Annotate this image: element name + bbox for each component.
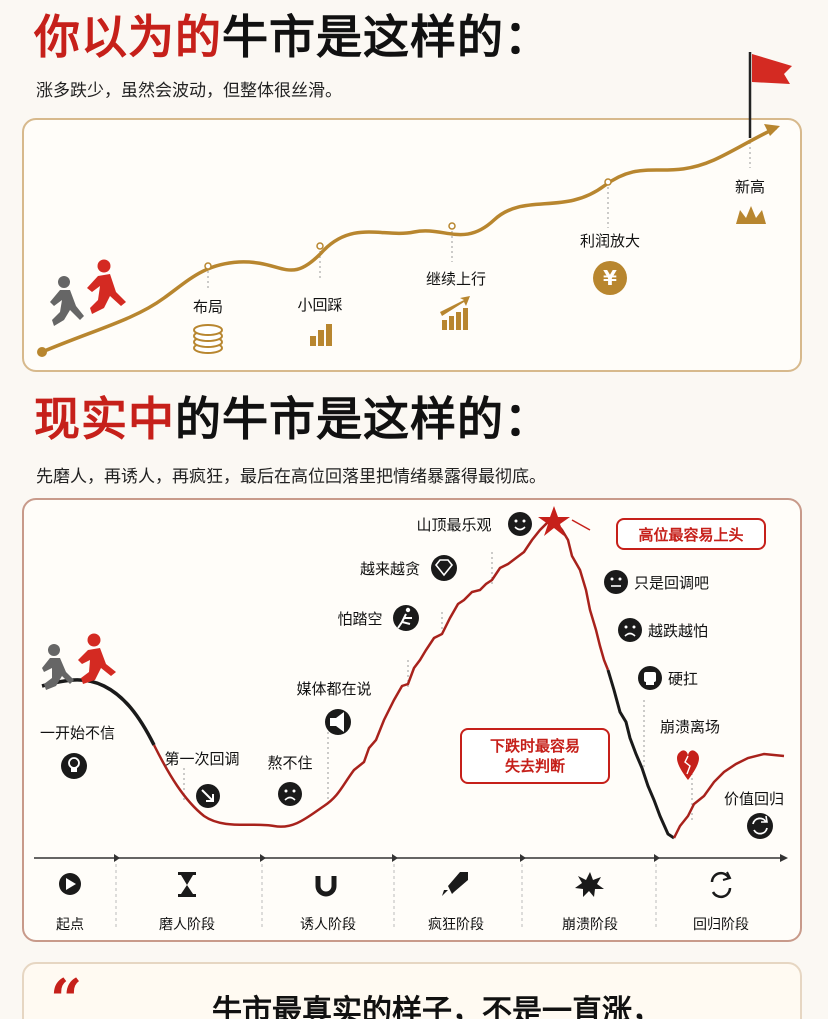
curve-start-segment xyxy=(41,678,156,746)
neutral-face-icon xyxy=(604,570,628,594)
callout-decline-line2: 失去判断 xyxy=(504,757,565,776)
quote-mark-icon: “ xyxy=(50,967,83,1019)
fist-icon xyxy=(638,666,662,690)
arrow-head-icon xyxy=(764,124,780,136)
svg-text:¥: ¥ xyxy=(603,266,617,290)
diamond-icon xyxy=(431,555,457,581)
label-first-pullback: 第一次回调 xyxy=(164,750,240,768)
rising-bars-icon xyxy=(440,296,470,330)
stage-start: 起点 xyxy=(56,917,84,933)
stage-collapse: 崩溃阶段 xyxy=(562,917,618,933)
label-hold-on: 硬扛 xyxy=(668,670,699,688)
section1-subtitle: 涨多跌少，虽然会波动，但整体很丝滑。 xyxy=(36,81,342,101)
label-fomo: 怕踏空 xyxy=(337,610,383,628)
ideal-curve-graphic: ¥ xyxy=(37,52,792,357)
label-value-return: 价值回归 xyxy=(723,790,785,808)
worried-face-icon xyxy=(618,618,642,642)
down-arrow-icon xyxy=(196,784,220,808)
label-just-pullback: 只是回调吧 xyxy=(634,574,710,592)
runner-red-icon xyxy=(87,259,126,314)
real-market-panel: 一开始不信 第一次回调 熬不住 媒体都在说 怕踏空 越来越贪 山顶最乐观 只是回… xyxy=(22,498,802,942)
crown-icon xyxy=(736,206,766,224)
peak-star-icon xyxy=(538,506,570,536)
play-icon xyxy=(59,873,81,895)
ideal-curve xyxy=(41,126,777,354)
section1-title-red: 你以为的 xyxy=(34,10,222,64)
magnet-icon xyxy=(315,876,337,897)
quote-text: 牛市最真实的样子，不是一直涨， xyxy=(212,994,662,1019)
real-curve-graphic xyxy=(34,506,788,930)
coins-stack-icon xyxy=(193,324,223,354)
milestone-label-profit: 利润放大 xyxy=(579,232,641,250)
megaphone-icon xyxy=(325,709,351,735)
section1-title-black: 牛市是这样的： xyxy=(222,10,551,64)
lightbulb-icon xyxy=(61,753,87,779)
cycle-icon xyxy=(710,871,732,899)
milestone-label-pullback: 小回踩 xyxy=(297,296,343,314)
hourglass-icon xyxy=(178,872,196,897)
refresh-icon xyxy=(747,813,773,839)
label-more-afraid: 越跌越怕 xyxy=(648,622,709,640)
section2-title-black: 的牛市是这样的： xyxy=(175,392,551,446)
flag-icon xyxy=(748,52,792,138)
curve-rise-segment xyxy=(152,518,555,828)
section2-subtitle: 先磨人，再诱人，再疯狂，最后在高位回落里把情绪暴露得最彻底。 xyxy=(36,467,546,487)
stage-mania: 疯狂阶段 xyxy=(428,917,484,933)
curve-recovery-segment xyxy=(672,752,785,839)
runner-red-icon xyxy=(78,633,116,684)
label-media-hype: 媒体都在说 xyxy=(296,680,372,698)
section1-title: 你以为的牛市是这样的： xyxy=(34,14,551,60)
curve-crash-segment xyxy=(606,669,675,840)
runner-grey-icon xyxy=(42,644,74,690)
callout-high-level: 高位最容易上头 xyxy=(616,518,766,550)
label-peak-optimism: 山顶最乐观 xyxy=(416,516,492,534)
explosion-icon xyxy=(575,872,604,897)
stage-return: 回归阶段 xyxy=(693,917,749,933)
runner-grey-icon xyxy=(50,276,84,326)
bar-chart-icon xyxy=(310,324,332,346)
sad-face-icon xyxy=(278,782,302,806)
section2-title-red: 现实中 xyxy=(34,392,175,446)
label-cannot-hold: 熬不住 xyxy=(267,754,313,772)
callout-decline-line1: 下跌时最容易 xyxy=(489,737,580,755)
section2-title: 现实中的牛市是这样的： xyxy=(34,396,551,442)
label-disbelief: 一开始不信 xyxy=(40,724,116,742)
milestone-label-continue-up: 继续上行 xyxy=(425,270,487,288)
label-greedier: 越来越贪 xyxy=(359,560,421,578)
yen-coin-icon: ¥ xyxy=(593,261,627,295)
broken-heart-icon xyxy=(677,750,699,780)
callout-decline: 下跌时最容易 失去判断 xyxy=(460,728,610,784)
quote-panel: “ 牛市最真实的样子，不是一直涨， xyxy=(22,962,802,1019)
smile-face-icon xyxy=(508,512,532,536)
stage-grind: 磨人阶段 xyxy=(159,917,215,933)
label-panic-exit: 崩溃离场 xyxy=(659,718,721,736)
rocket-icon xyxy=(442,872,468,896)
milestone-label-layout: 布局 xyxy=(192,298,224,316)
runner-icon xyxy=(393,605,419,631)
milestone-label-new-high: 新高 xyxy=(734,178,766,196)
stage-lure: 诱人阶段 xyxy=(300,917,356,933)
curve-peak-segment xyxy=(553,519,610,671)
ideal-market-panel: ¥ 布局 小回踩 继续上行 利润放大 新高 xyxy=(22,52,802,372)
